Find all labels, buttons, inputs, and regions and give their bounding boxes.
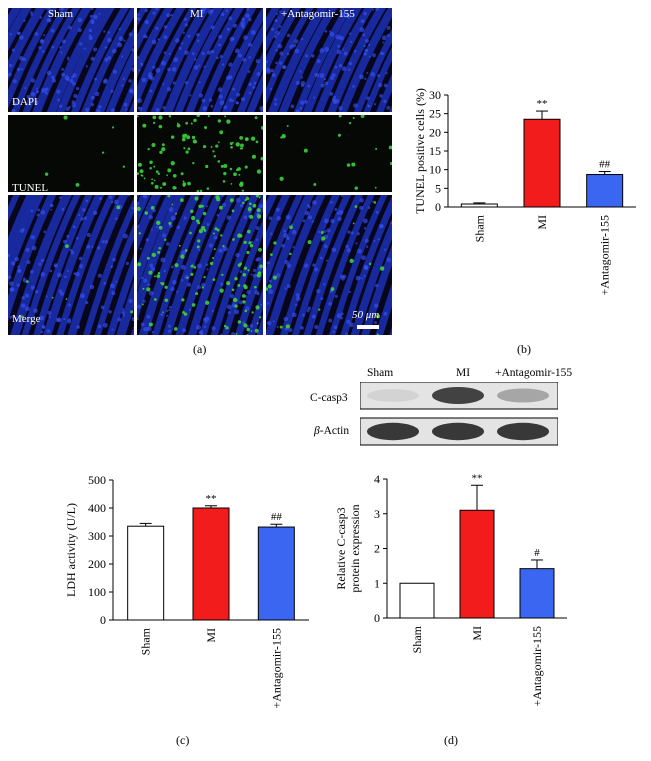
blot-lane-antagomir: +Antagomir-155	[495, 367, 573, 379]
bar-2	[519, 568, 555, 619]
micrograph-tunel-2	[266, 115, 392, 192]
bar-1	[192, 507, 230, 621]
x-tick-label-0: Sham	[472, 214, 486, 242]
y-axis-label: Relative C-casp3	[334, 507, 348, 589]
x-tick-label-1: MI	[204, 628, 218, 643]
panel-letter-a: (a)	[193, 342, 207, 356]
y-tick-label: 3	[374, 507, 380, 521]
x-tick-label-0: Sham	[139, 627, 153, 655]
blot-band-0-2	[497, 388, 549, 403]
blot-band-0-1	[432, 386, 484, 405]
y-tick-label: 1	[374, 576, 380, 590]
y-tick-label: 20	[429, 125, 441, 139]
column-label-antagomir: +Antagomir-155	[281, 8, 355, 20]
significance-1: **	[472, 472, 483, 484]
bar-1	[523, 118, 561, 208]
bar-0	[460, 203, 498, 208]
significance-2: #	[534, 547, 540, 559]
x-tick-label-2: +Antagomir-155	[598, 215, 612, 296]
column-label-mi: MI	[190, 8, 204, 20]
micrograph-merge-1	[137, 195, 263, 335]
y-tick-label: 5	[435, 181, 441, 195]
scale-bar	[357, 325, 379, 329]
row-label-tunel: TUNEL	[12, 182, 49, 194]
x-tick-label-2: +Antagomir-155	[530, 626, 544, 707]
bar-2	[257, 526, 295, 621]
panel-letter-c: (c)	[176, 733, 190, 747]
y-tick-label: 0	[374, 611, 380, 625]
y-axis-label: TUNEL positive cells (%)	[413, 88, 427, 214]
western-blot	[360, 382, 558, 446]
significance-1: **	[206, 493, 217, 505]
significance-2: ##	[271, 511, 283, 523]
bar-2	[586, 174, 624, 208]
y-tick-label: 0	[100, 613, 106, 627]
y-tick-label: 200	[88, 557, 106, 571]
micrograph-merge-2	[266, 195, 392, 335]
y-tick-label: 10	[429, 163, 441, 177]
chart-c: 0 100 200 300 400 500 LDH activity (U/L) Sham **…	[64, 473, 309, 709]
blot-band-1-2	[497, 422, 549, 441]
y-axis-label: LDH activity (U/L)	[64, 503, 78, 597]
micrograph-dapi-2	[266, 8, 392, 112]
y-tick-label: 100	[88, 585, 106, 599]
bar-1	[459, 509, 495, 619]
y-tick-label: 2	[374, 542, 380, 556]
y-tick-label: 500	[88, 473, 106, 487]
x-tick-label-0: Sham	[410, 625, 424, 653]
scale-bar-label: 50 μm	[352, 309, 380, 321]
panel-letter-d: (d)	[444, 733, 458, 747]
blot-lane-sham: Sham	[367, 367, 394, 379]
y-tick-label: 15	[429, 144, 441, 158]
row-label-merge: Merge	[12, 313, 41, 325]
x-tick-label-2: +Antagomir-155	[269, 628, 283, 709]
bar-0	[127, 525, 165, 621]
y-tick-label: 30	[429, 88, 441, 102]
panel-letter-b: (b)	[517, 342, 531, 356]
y-tick-label: 4	[374, 472, 380, 486]
y-tick-label: 300	[88, 529, 106, 543]
micrograph-tunel-1	[137, 115, 263, 192]
blot-band-1-0	[367, 422, 419, 441]
significance-2: ##	[599, 159, 611, 171]
micrograph-dapi-1	[137, 8, 263, 112]
blot-label-actin: β-Actin	[314, 425, 350, 437]
micrograph-merge-0	[8, 195, 134, 335]
blot-band-1-1	[432, 422, 484, 441]
blot-label-ccasp3: C-casp3	[310, 392, 348, 404]
y-tick-label: 0	[435, 200, 441, 214]
column-label-sham: Sham	[48, 8, 74, 20]
y-tick-label: 25	[429, 107, 441, 121]
x-tick-label-1: MI	[535, 215, 549, 230]
blot-band-0-0	[367, 389, 419, 402]
significance-1: **	[537, 98, 548, 110]
y-tick-label: 400	[88, 501, 106, 515]
micrograph-dapi-0	[8, 8, 134, 112]
x-tick-label-1: MI	[470, 626, 484, 641]
chart-d: 0 1 2 3 4 Relative C-casp3 protein expression S…	[334, 472, 567, 707]
row-label-dapi: DAPI	[12, 96, 38, 108]
micrograph-tunel-0	[8, 115, 134, 192]
blot-lane-mi: MI	[456, 367, 471, 379]
y-axis-label: protein expression	[348, 504, 362, 592]
bar-0	[399, 582, 435, 619]
